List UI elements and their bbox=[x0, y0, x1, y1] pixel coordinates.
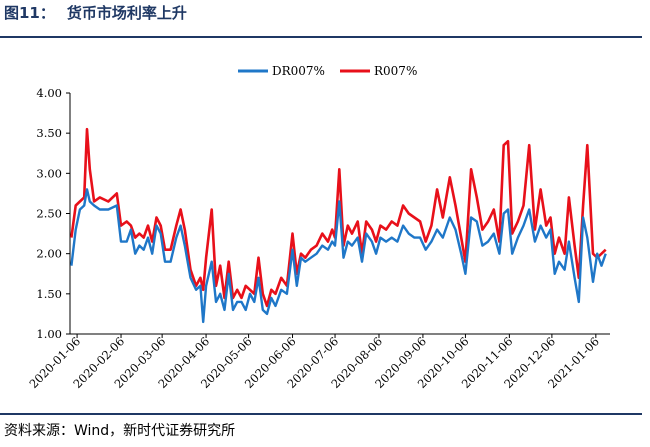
series-lines bbox=[70, 127, 607, 324]
legend-label: DR007% bbox=[272, 64, 325, 78]
figure-title: 图11： 货币市场利率上升 bbox=[4, 2, 187, 23]
series-line-dr007 bbox=[70, 188, 607, 324]
figure-number: 图11： bbox=[4, 4, 55, 22]
y-tick-label: 3.50 bbox=[36, 126, 62, 140]
chart-legend: DR007% R007% bbox=[238, 64, 417, 78]
y-tick-label: 1.50 bbox=[36, 287, 62, 301]
y-tick-label: 3.00 bbox=[36, 166, 62, 180]
y-tick-label: 2.00 bbox=[36, 247, 62, 261]
y-tick-label: 4.00 bbox=[36, 86, 62, 100]
source-note: 资料来源：Wind，新时代证券研究所 bbox=[4, 423, 236, 439]
line-chart: 1.00 1.50 2.00 2.50 3.00 3.50 4.00 2020-01-062… bbox=[26, 64, 610, 391]
figure-title-text: 货币市场利率上升 bbox=[66, 4, 187, 22]
legend-label: R007% bbox=[374, 64, 417, 78]
y-tick-label: 1.00 bbox=[36, 327, 62, 341]
bottom-rule bbox=[0, 413, 642, 415]
series-line-r007 bbox=[70, 127, 607, 308]
top-rule bbox=[0, 36, 642, 38]
y-tick-label: 2.50 bbox=[36, 207, 62, 221]
y-axis-ticks: 1.00 1.50 2.00 2.50 3.00 3.50 4.00 bbox=[36, 86, 70, 341]
x-axis-ticks: 2020-01-062020-02-062020-03-062020-04-06… bbox=[26, 334, 602, 391]
